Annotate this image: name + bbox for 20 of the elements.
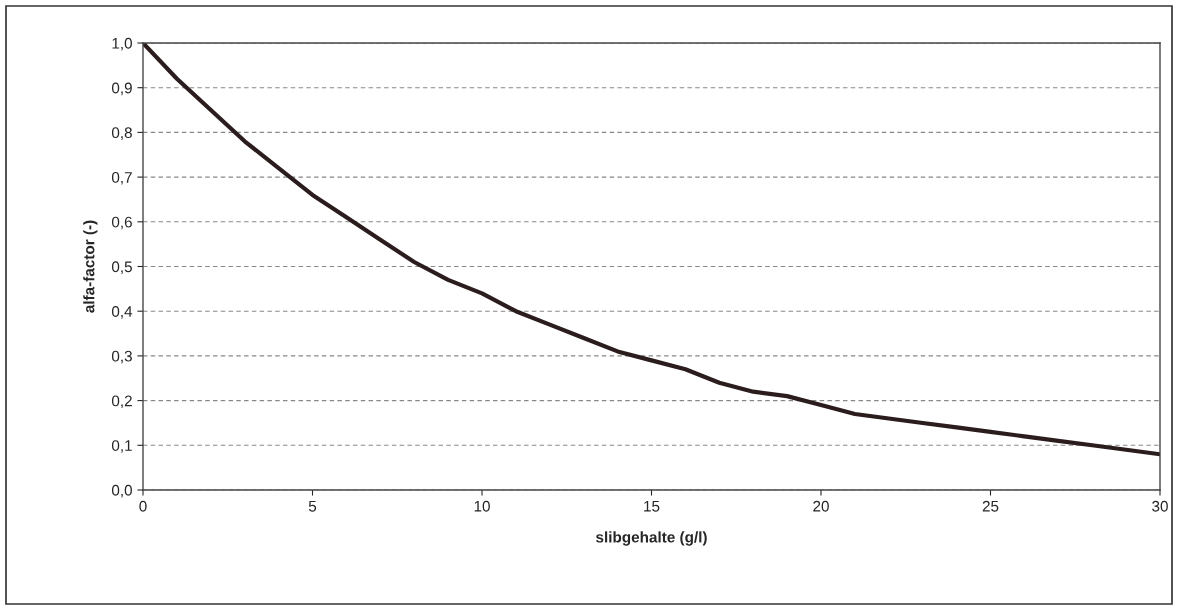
x-tick-label: 30 — [1152, 500, 1168, 512]
x-tick-label: 20 — [813, 500, 829, 512]
y-tick-label: 0,3 — [111, 350, 132, 364]
x-tick-label: 25 — [982, 500, 999, 512]
y-tick-label: 0,2 — [111, 395, 132, 409]
x-tick-label: 10 — [474, 500, 490, 512]
y-tick-label: 0,1 — [111, 440, 132, 453]
y-tick-label: 0,8 — [111, 127, 132, 140]
y-tick-label: 1,0 — [112, 37, 132, 51]
x-tick-label: 0 — [139, 500, 147, 512]
y-axis-title: alfa-factor (-) — [83, 220, 98, 313]
y-tick-label: 0,9 — [111, 82, 132, 96]
y-tick-label: 0,4 — [111, 306, 133, 319]
y-tick-label: 0,7 — [111, 171, 132, 185]
y-tick-label: 0,5 — [111, 261, 132, 274]
x-tick-label: 15 — [644, 500, 660, 512]
y-tick-label: 0,0 — [111, 484, 132, 498]
y-tick-label: 0,6 — [111, 216, 132, 230]
x-axis-title: slibgehalte (g/l) — [596, 531, 707, 546]
x-tick-label: 5 — [308, 500, 317, 512]
